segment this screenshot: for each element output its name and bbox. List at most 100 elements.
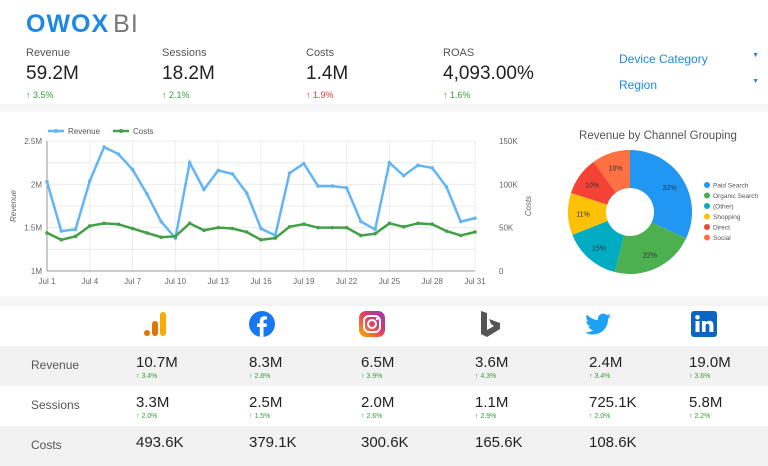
data-point-revenue <box>344 186 349 190</box>
legend-swatch <box>704 192 710 199</box>
arrow-up-icon: ↑ <box>475 373 479 380</box>
divider <box>0 296 768 306</box>
cell-value: 5.8M <box>689 394 723 411</box>
cell-delta: ↑ 1.5% <box>249 413 282 420</box>
pie-slice-paid-search <box>630 150 692 239</box>
facebook-icon <box>249 311 275 337</box>
cell-value: 493.6K <box>136 434 184 451</box>
data-point-revenue <box>287 171 292 175</box>
twitter-icon <box>585 313 611 335</box>
legend-label: Costs <box>133 127 153 136</box>
data-point-revenue <box>401 173 406 178</box>
table-cell: 8.3M ↑ 2.8% <box>249 354 282 380</box>
data-point-costs <box>230 226 235 231</box>
legend-label: Paid Search <box>713 183 749 190</box>
cell-delta: ↑ 2.0% <box>136 413 169 420</box>
cell-delta-value: 2.6% <box>366 413 383 420</box>
data-point-costs <box>373 231 377 236</box>
table-row-revenue: Revenue 10.7M ↑ 3.4% 8.3M ↑ 2.8% 6.5M ↑ 3.9% 3.… <box>0 346 768 386</box>
cell-delta: ↑ 3.4% <box>589 373 622 380</box>
x-tick-label: Jul 19 <box>293 277 315 286</box>
table-cell: 725.1K ↑ 2.0% <box>589 394 637 420</box>
kpi-value: 1.4M <box>306 63 349 84</box>
table-cell: 6.5M ↑ 3.9% <box>361 354 394 380</box>
arrow-up-icon: ↑ <box>249 413 253 420</box>
data-point-revenue <box>88 179 92 183</box>
cell-delta-value: 3.4% <box>141 373 158 380</box>
data-point-costs <box>173 234 178 239</box>
data-point-revenue <box>316 184 320 188</box>
kpi-roas: ROAS 4,093.00% ↑ 1.6% <box>443 47 534 100</box>
x-tick-label: Jul 1 <box>39 277 56 286</box>
revenue-by-channel-pie-chart: Revenue by Channel Grouping 32% Paid Searc… <box>568 130 759 274</box>
data-point-revenue <box>216 168 220 173</box>
table-cell: 3.3M ↑ 2.0% <box>136 394 169 420</box>
arrow-up-icon: ↑ <box>589 373 593 380</box>
y2-tick-label: 50K <box>499 224 514 233</box>
data-point-costs <box>159 235 163 239</box>
data-point-costs <box>59 238 64 242</box>
table-cell: 2.0M ↑ 2.6% <box>361 394 394 420</box>
table-cell: 19.0M ↑ 3.6% <box>689 354 731 380</box>
data-point-revenue <box>116 152 121 156</box>
kpi-delta: ↑ 1.6% <box>443 90 534 100</box>
kpi-label: ROAS <box>443 47 475 59</box>
slice-label: 10% <box>585 182 599 189</box>
legend-swatch <box>704 203 710 209</box>
arrow-up-icon: ↑ <box>136 373 140 380</box>
data-point-costs <box>187 221 192 226</box>
slice-label: 32% <box>663 185 677 192</box>
data-point-revenue <box>444 185 449 189</box>
cell-value: 379.1K <box>249 434 297 451</box>
kpi-costs: Costs 1.4M ↑ 1.9% <box>306 47 348 100</box>
arrow-up-icon: ↑ <box>136 413 140 420</box>
legend-label: Revenue <box>68 127 101 136</box>
divider <box>0 104 768 112</box>
data-point-costs <box>444 229 449 233</box>
cell-delta-value: 3.9% <box>366 373 383 380</box>
data-point-costs <box>473 230 477 234</box>
logo-suffix: BI <box>113 10 139 38</box>
legend-label: Social <box>713 235 731 242</box>
cell-delta-value: 2.0% <box>594 413 611 420</box>
kpi-value: 18.2M <box>162 63 215 84</box>
table-cell: 2.4M ↑ 3.4% <box>589 354 622 380</box>
data-point-revenue <box>130 167 135 172</box>
table-cell: 2.5M ↑ 1.5% <box>249 394 282 420</box>
data-point-revenue <box>73 227 78 232</box>
cell-delta: ↑ 4.3% <box>475 373 508 380</box>
pie-slice-shopping <box>568 192 608 235</box>
device-category-filter[interactable]: Device Category ▼ <box>619 52 759 66</box>
cell-delta: ↑ 2.9% <box>475 413 508 420</box>
filter-label: Device Category <box>619 52 708 66</box>
arrow-up-icon: ↑ <box>26 90 31 100</box>
data-point-revenue <box>430 166 435 170</box>
cell-value: 6.5M <box>361 354 395 371</box>
legend-swatch <box>704 234 710 241</box>
cell-delta: ↑ 3.6% <box>689 373 731 380</box>
data-point-costs <box>330 225 335 230</box>
y-tick-label: 2.5M <box>24 137 42 146</box>
data-point-costs <box>458 233 463 238</box>
data-point-costs <box>259 238 263 242</box>
row-label: Costs <box>31 438 62 452</box>
kpi-label: Revenue <box>26 47 71 59</box>
region-filter[interactable]: Region ▼ <box>619 78 759 92</box>
x-tick-label: Jul 7 <box>124 277 141 286</box>
data-point-costs <box>202 228 206 233</box>
legend-label: Shopping <box>713 214 741 221</box>
row-label: Sessions <box>31 398 80 412</box>
cell-delta: ↑ 3.4% <box>136 373 178 380</box>
cell-value: 2.4M <box>589 354 623 371</box>
y2-axis-title: Costs <box>524 196 533 216</box>
table-row-sessions: Sessions 3.3M ↑ 2.0% 2.5M ↑ 1.5% 2.0M ↑ 2.6% 1.… <box>0 386 768 426</box>
table-cell: 300.6K <box>361 434 409 451</box>
data-point-costs <box>359 233 363 238</box>
slice-label: 15% <box>592 245 606 252</box>
data-point-revenue <box>45 179 49 184</box>
data-point-costs <box>401 225 406 229</box>
y-axis-title: Revenue <box>9 189 18 222</box>
cell-value: 165.6K <box>475 434 523 451</box>
arrow-up-icon: ↑ <box>475 413 479 420</box>
arrow-up-icon: ↑ <box>443 90 448 100</box>
